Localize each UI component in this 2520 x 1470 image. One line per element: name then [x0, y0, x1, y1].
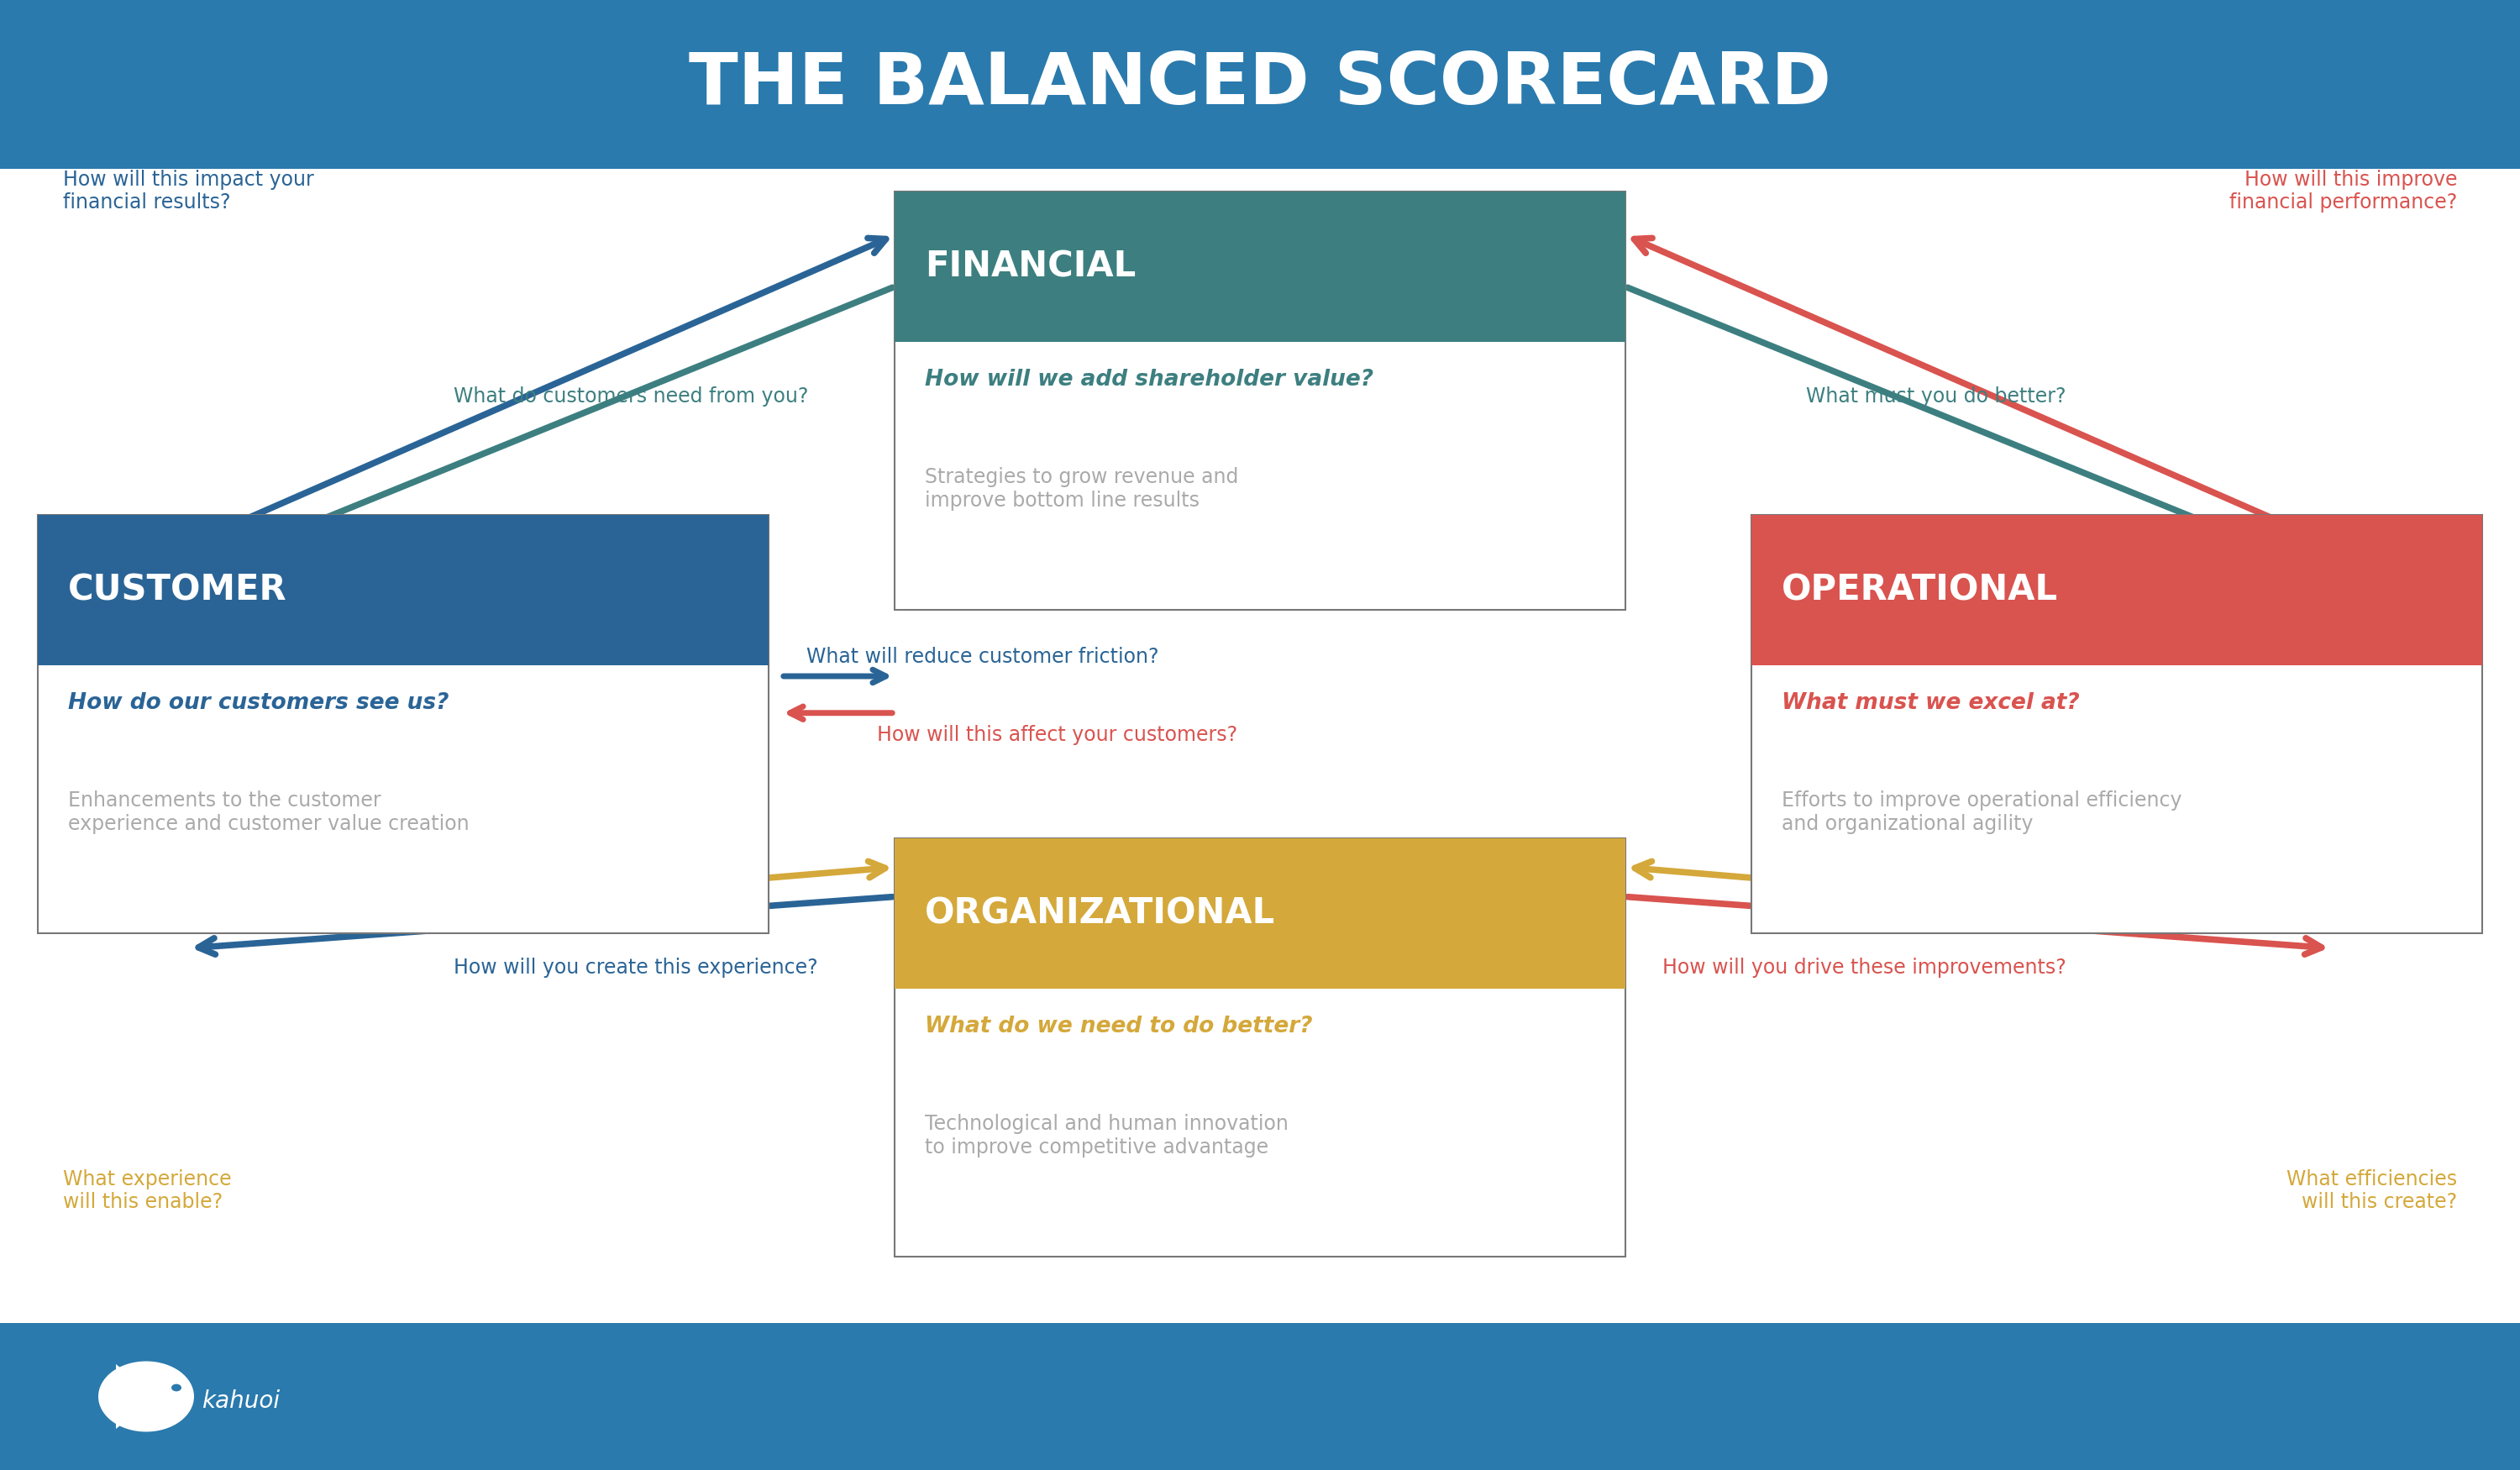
Ellipse shape [171, 1385, 181, 1391]
Text: What efficiencies
will this create?: What efficiencies will this create? [2286, 1169, 2457, 1213]
Text: What do we need to do better?: What do we need to do better? [925, 1016, 1313, 1036]
Text: kahuoi: kahuoi [202, 1389, 280, 1413]
Text: Technological and human innovation
to improve competitive advantage: Technological and human innovation to im… [925, 1114, 1288, 1157]
FancyBboxPatch shape [895, 191, 1625, 610]
Text: Efforts to improve operational efficiency
and organizational agility: Efforts to improve operational efficienc… [1782, 791, 2182, 833]
Text: OPERATIONAL: OPERATIONAL [1782, 572, 2059, 607]
Text: What must you do better?: What must you do better? [1807, 387, 2066, 407]
Text: THE BALANCED SCORECARD: THE BALANCED SCORECARD [688, 50, 1832, 119]
Text: What do customers need from you?: What do customers need from you? [454, 387, 809, 407]
Text: ORGANIZATIONAL: ORGANIZATIONAL [925, 895, 1275, 931]
Text: What must we excel at?: What must we excel at? [1782, 692, 2079, 713]
Text: How will this affect your customers?: How will this affect your customers? [877, 725, 1237, 745]
Polygon shape [116, 1364, 156, 1429]
Text: How will this improve
financial performance?: How will this improve financial performa… [2230, 169, 2457, 213]
FancyBboxPatch shape [895, 191, 1625, 343]
FancyBboxPatch shape [38, 514, 769, 933]
Text: What will reduce customer friction?: What will reduce customer friction? [806, 647, 1159, 667]
Text: FINANCIAL: FINANCIAL [925, 248, 1137, 284]
Text: Strategies to grow revenue and
improve bottom line results: Strategies to grow revenue and improve b… [925, 467, 1237, 510]
FancyBboxPatch shape [0, 1323, 2520, 1470]
Ellipse shape [98, 1361, 194, 1432]
Text: CUSTOMER: CUSTOMER [68, 572, 287, 607]
Text: How do our customers see us?: How do our customers see us? [68, 692, 449, 713]
FancyBboxPatch shape [0, 0, 2520, 169]
FancyBboxPatch shape [895, 838, 1625, 1257]
FancyBboxPatch shape [895, 838, 1625, 989]
FancyBboxPatch shape [38, 514, 769, 666]
Text: How will we add shareholder value?: How will we add shareholder value? [925, 369, 1373, 390]
FancyBboxPatch shape [1751, 514, 2482, 933]
Text: Enhancements to the customer
experience and customer value creation: Enhancements to the customer experience … [68, 791, 469, 833]
Text: How will you create this experience?: How will you create this experience? [454, 957, 819, 978]
Text: What experience
will this enable?: What experience will this enable? [63, 1169, 232, 1213]
FancyBboxPatch shape [1751, 514, 2482, 666]
Text: How will you drive these improvements?: How will you drive these improvements? [1663, 957, 2066, 978]
Text: How will this impact your
financial results?: How will this impact your financial resu… [63, 169, 315, 213]
